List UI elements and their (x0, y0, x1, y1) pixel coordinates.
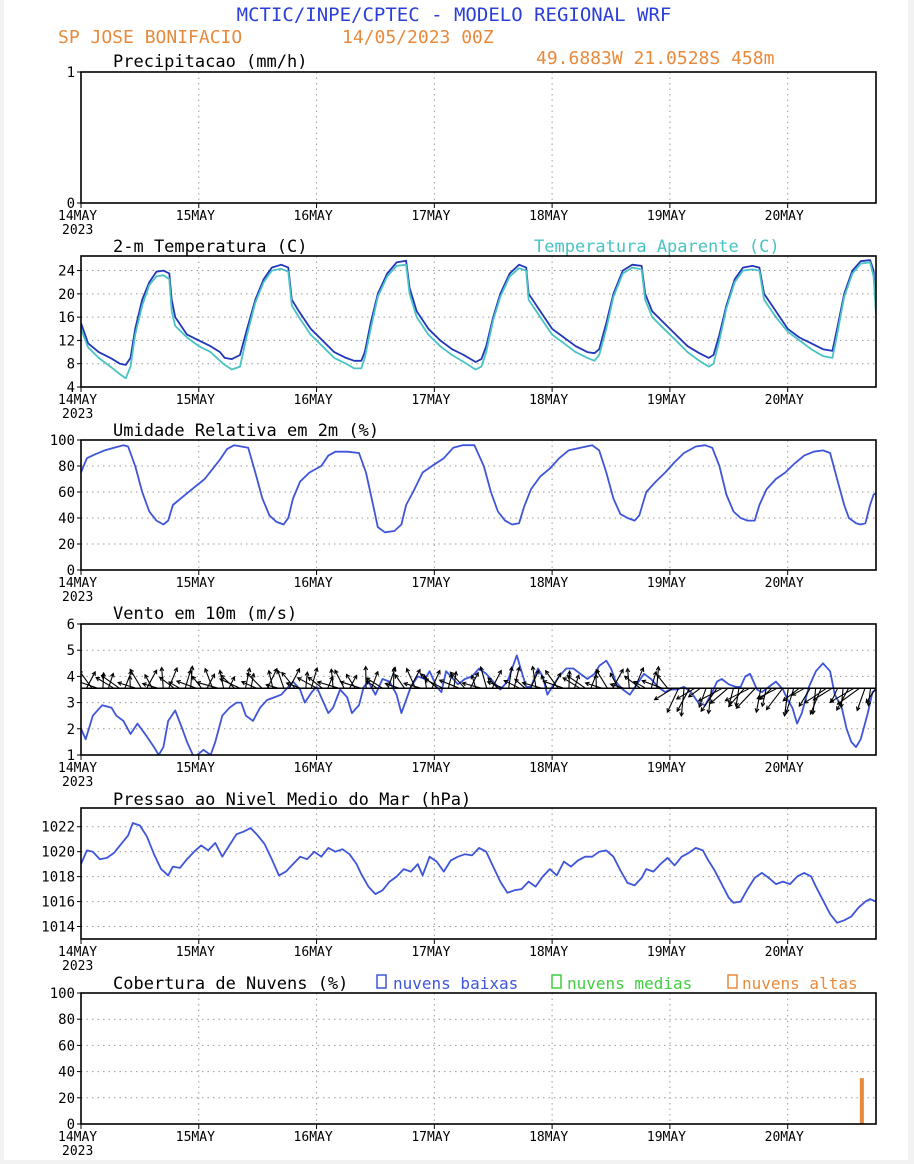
x-tick-label: 20MAY (765, 1130, 804, 1145)
x-tick-label: 17MAY (411, 1130, 450, 1145)
x-tick-label: 15MAY (176, 393, 215, 408)
y-tick-label: 1018 (41, 870, 75, 886)
x-tick-label: 19MAY (647, 761, 686, 776)
x-tick-label: 18MAY (529, 576, 568, 591)
y-tick-label: 1020 (41, 845, 75, 861)
x-tick-label: 16MAY (294, 761, 333, 776)
y-tick-label: 16 (58, 310, 75, 326)
header-coords: 49.6883W 21.0528S 458m (536, 48, 774, 69)
x-tick-label: 20MAY (765, 945, 804, 960)
y-tick-label: 8 (67, 357, 75, 373)
x-year-label: 2023 (62, 1144, 93, 1159)
x-tick-label: 20MAY (765, 393, 804, 408)
x-tick-label: 15MAY (176, 945, 215, 960)
x-tick-label: 16MAY (294, 1130, 333, 1145)
y-tick-label: 20 (58, 287, 75, 303)
x-tick-label: 16MAY (294, 209, 333, 224)
x-tick-label: 16MAY (294, 576, 333, 591)
x-tick-label: 14MAY (58, 945, 97, 960)
wind-arrow (103, 673, 104, 688)
y-tick-label: 40 (58, 1065, 75, 1081)
header-station: SP JOSE BONIFACIO (58, 27, 242, 48)
x-year-label: 2023 (62, 590, 93, 605)
temp-title: 2-m Temperatura (C) (113, 237, 307, 257)
x-tick-label: 19MAY (647, 1130, 686, 1145)
y-tick-label: 1016 (41, 895, 75, 911)
x-tick-label: 19MAY (647, 393, 686, 408)
y-tick-label: 2 (67, 722, 75, 738)
wind-arrow (569, 671, 570, 688)
header-run: 14/05/2023 00Z (342, 27, 494, 48)
x-tick-label: 17MAY (411, 945, 450, 960)
x-year-label: 2023 (62, 959, 93, 974)
y-tick-label: 3 (67, 696, 75, 712)
pressure-title: Pressao ao Nivel Medio do Mar (hPa) (113, 790, 471, 810)
y-tick-label: 1 (67, 65, 75, 81)
y-tick-label: 100 (50, 986, 75, 1002)
x-tick-label: 18MAY (529, 393, 568, 408)
x-tick-label: 14MAY (58, 1130, 97, 1145)
series-group (860, 1078, 864, 1124)
wind-title: Vento em 10m (m/s) (113, 604, 297, 624)
x-tick-label: 18MAY (529, 1130, 568, 1145)
x-tick-label: 18MAY (529, 945, 568, 960)
y-tick-label: 80 (58, 1012, 75, 1028)
x-tick-label: 18MAY (529, 209, 568, 224)
x-tick-label: 20MAY (765, 209, 804, 224)
y-tick-label: 40 (58, 511, 75, 527)
x-tick-label: 17MAY (411, 209, 450, 224)
x-tick-label: 14MAY (58, 761, 97, 776)
x-tick-label: 20MAY (765, 761, 804, 776)
x-tick-label: 18MAY (529, 761, 568, 776)
x-tick-label: 17MAY (411, 576, 450, 591)
precip-title: Precipitacao (mm/h) (113, 52, 307, 72)
clouds-title: Cobertura de Nuvens (%) (113, 974, 348, 994)
cloud-bar-nuvens-altas (860, 1078, 864, 1124)
x-tick-label: 19MAY (647, 209, 686, 224)
x-year-label: 2023 (62, 407, 93, 422)
x-tick-label: 19MAY (647, 576, 686, 591)
x-tick-label: 14MAY (58, 209, 97, 224)
x-year-label: 2023 (62, 775, 93, 790)
temp-apparent-legend: Temperatura Aparente (C) (534, 237, 780, 257)
x-tick-label: 16MAY (294, 393, 333, 408)
x-tick-label: 15MAY (176, 1130, 215, 1145)
x-tick-label: 17MAY (411, 393, 450, 408)
x-tick-label: 20MAY (765, 576, 804, 591)
x-tick-label: 15MAY (176, 209, 215, 224)
y-tick-label: 12 (58, 333, 75, 349)
x-tick-label: 19MAY (647, 945, 686, 960)
x-tick-label: 14MAY (58, 393, 97, 408)
x-tick-label: 14MAY (58, 576, 97, 591)
y-tick-label: 80 (58, 459, 75, 475)
legend-low-clouds: nuvens baixas (393, 974, 518, 993)
legend-high-clouds: nuvens altas (742, 974, 858, 993)
x-tick-label: 17MAY (411, 761, 450, 776)
y-tick-label: 60 (58, 485, 75, 501)
y-tick-label: 1022 (41, 820, 75, 836)
y-tick-label: 60 (58, 1038, 75, 1054)
y-tick-label: 24 (58, 264, 75, 280)
rh-title: Umidade Relativa em 2m (%) (113, 421, 379, 441)
legend-mid-clouds: nuvens medias (567, 974, 692, 993)
x-tick-label: 15MAY (176, 576, 215, 591)
y-tick-label: 1014 (41, 920, 75, 936)
y-tick-label: 20 (58, 537, 75, 553)
y-tick-label: 100 (50, 433, 75, 449)
header-title: MCTIC/INPE/CPTEC - MODELO REGIONAL WRF (237, 4, 672, 26)
y-tick-label: 5 (67, 643, 75, 659)
y-tick-label: 6 (67, 617, 75, 633)
x-year-label: 2023 (62, 223, 93, 238)
y-tick-label: 20 (58, 1091, 75, 1107)
y-tick-label: 4 (67, 669, 75, 685)
x-tick-label: 16MAY (294, 945, 333, 960)
x-tick-label: 15MAY (176, 761, 215, 776)
